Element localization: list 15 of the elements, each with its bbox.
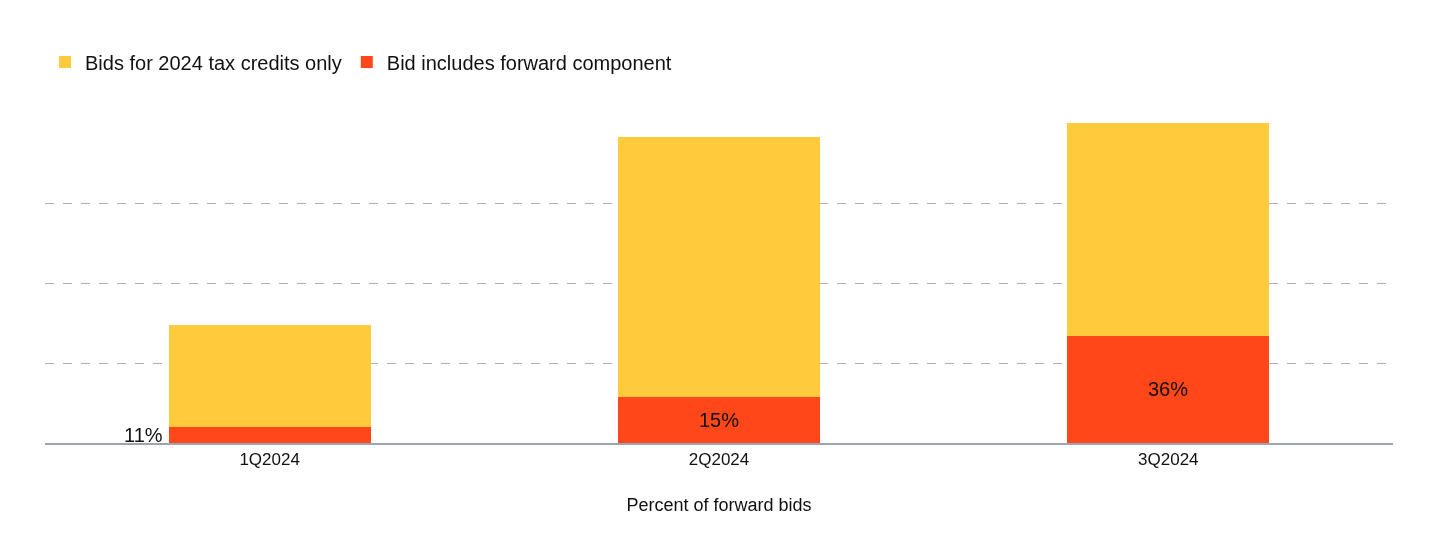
bar	[168, 324, 371, 427]
annotation: 36%	[1148, 378, 1189, 400]
x-tick-label: 3Q2024	[1138, 450, 1199, 470]
legend-label: Bid includes forward component	[386, 51, 672, 74]
x-tick-label: 2Q2024	[688, 450, 750, 470]
x-axis-title: Percent of forward bids	[626, 495, 812, 515]
bar	[1067, 123, 1270, 336]
bar	[617, 396, 821, 443]
bar	[168, 427, 371, 443]
bar	[1067, 335, 1270, 443]
annotation: 15%	[699, 409, 740, 431]
legend-label: Bids for 2024 tax credits only	[85, 51, 342, 74]
annotation: 11%	[124, 424, 163, 446]
bar	[617, 137, 821, 397]
x-tick-label: 1Q2024	[239, 450, 300, 470]
